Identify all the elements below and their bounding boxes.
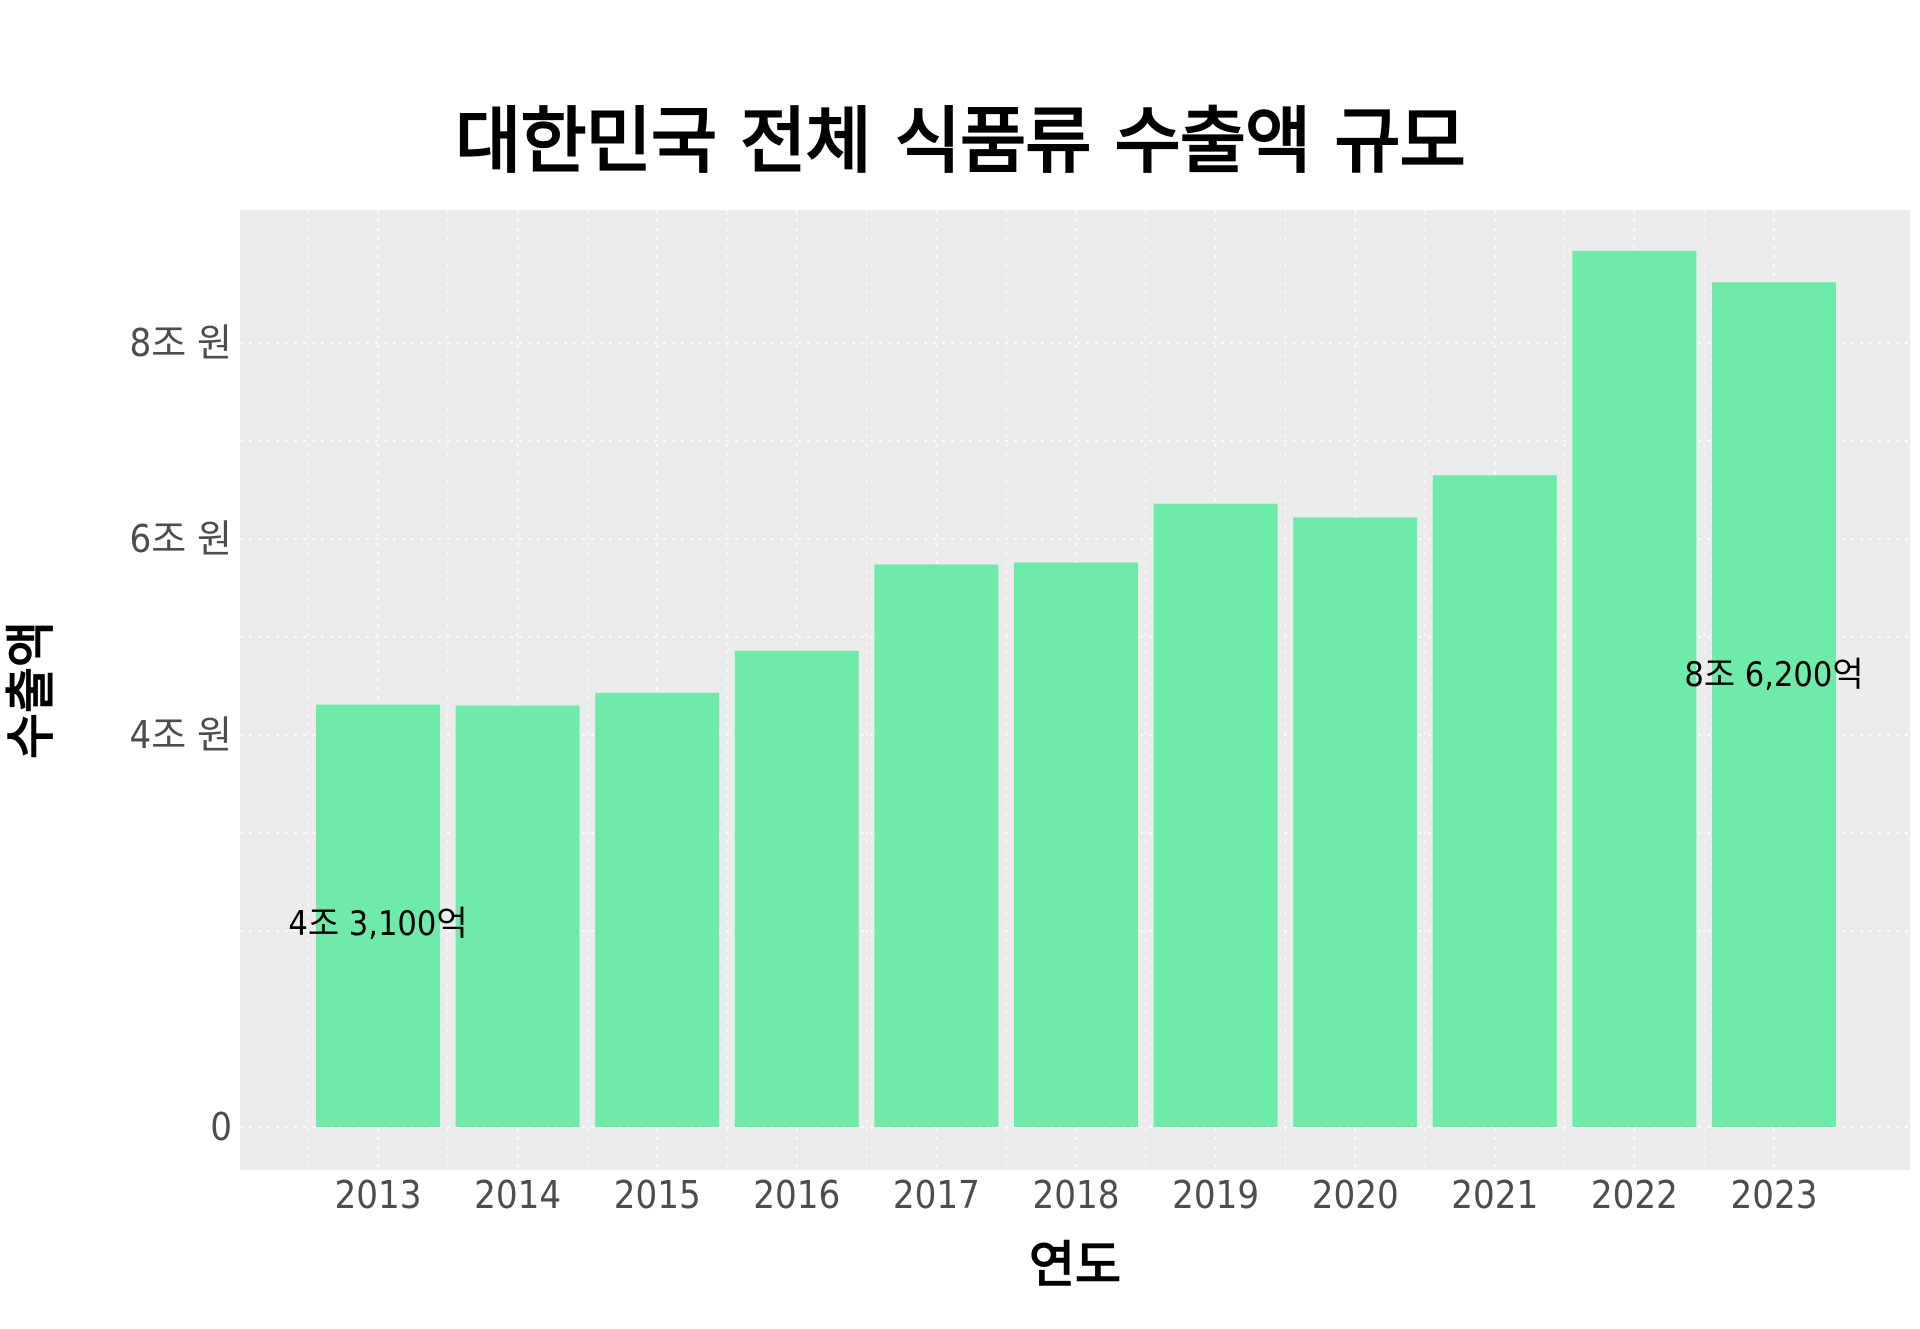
y-tick-label: 8조 원 (129, 321, 232, 365)
data-label: 4조 3,100억 (288, 904, 467, 944)
x-tick-label: 2013 (335, 1173, 422, 1217)
y-tick-label: 6조 원 (129, 517, 232, 561)
bar-2017 (874, 564, 999, 1127)
x-axis-title: 연도 (1029, 1236, 1121, 1294)
bars-group (316, 250, 1836, 1128)
x-tick-label: 2022 (1591, 1173, 1678, 1217)
x-tick-label: 2023 (1731, 1173, 1818, 1217)
bar-2016 (734, 650, 859, 1127)
bar-2013 (316, 704, 440, 1127)
x-tick-label: 2017 (893, 1173, 980, 1217)
y-tick-label: 4조 원 (129, 713, 232, 757)
data-label: 8조 6,200억 (1684, 655, 1863, 695)
x-tick-label: 2016 (753, 1173, 840, 1217)
x-tick-label: 2020 (1312, 1173, 1399, 1217)
x-axis-ticks: 2013 2014 2015 2016 2017 2018 2019 2020 2021 2022… (335, 1173, 1818, 1217)
bar-2021 (1432, 475, 1557, 1127)
x-tick-label: 2015 (614, 1173, 701, 1217)
y-tick-label: 0 (210, 1105, 232, 1149)
bar-2019 (1153, 503, 1278, 1128)
x-tick-label: 2019 (1172, 1173, 1259, 1217)
y-axis-ticks: 0 4조 원 6조 원 8조 원 (129, 321, 232, 1149)
data-labels: 4조 3,100억 8조 6,200억 (288, 655, 1863, 944)
x-tick-label: 2021 (1451, 1173, 1538, 1217)
bar-2023 (1712, 282, 1836, 1127)
bar-2018 (1014, 562, 1138, 1127)
y-axis-title: 수출액 (2, 621, 60, 759)
bar-2015 (595, 692, 720, 1127)
bar-2014 (455, 705, 580, 1127)
bar-2020 (1293, 517, 1418, 1127)
x-tick-label: 2018 (1033, 1173, 1120, 1217)
chart-title: 대한민국 전체 식품류 수출액 규모 (455, 99, 1466, 183)
x-tick-label: 2014 (474, 1173, 561, 1217)
bar-2022 (1572, 250, 1697, 1127)
